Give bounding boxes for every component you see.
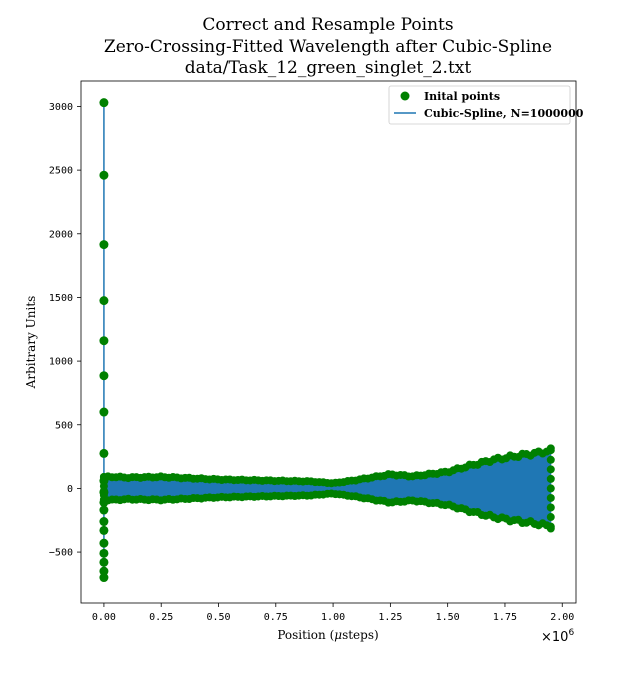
x-tick-label: 2.00 [550,612,574,623]
data-point [546,446,555,455]
legend-marker-initial-points [400,91,410,101]
x-tick-label: 1.00 [321,612,345,623]
legend-label-cubic-spline: Cubic-Spline, N=1000000 [424,107,584,120]
data-point [99,566,109,576]
x-tick-label: 0.50 [206,612,230,623]
x-tick-label: 0.00 [92,612,116,623]
x-tick-label: 1.75 [493,612,517,623]
y-tick-label: 2500 [49,166,73,177]
data-point [99,170,109,180]
data-point [546,474,555,483]
y-tick-label: 3000 [49,102,73,113]
data-point [99,487,109,497]
title-line-2: Zero-Crossing-Fitted Wavelength after Cu… [104,37,552,57]
data-point [99,538,109,548]
y-axis-label: Arbitrary Units [24,296,38,390]
data-point [99,240,109,250]
x-tick-label: 0.25 [149,612,173,623]
data-point [546,455,555,464]
plot-frame [80,80,577,604]
x-tick-label: 1.50 [436,612,460,623]
legend-label-initial-points: Inital points [424,90,500,103]
x-axis-offset-exp: 6 [568,628,574,638]
data-point [99,476,109,486]
y-tick-label: 2000 [49,229,73,240]
y-axis: −500 0 500 1000 1500 2000 2500 3000 [49,102,81,559]
chart-title: Correct and Resample Points Zero-Crossin… [104,15,552,78]
x-axis-label: Position (μsteps) [277,628,378,642]
data-point [546,522,555,531]
data-point [99,517,109,527]
y-tick-label: 1000 [49,357,73,368]
x-axis-offset-base: ×10 [541,630,568,645]
data-point [546,493,555,502]
y-tick-label: −500 [49,548,73,559]
data-point [99,525,109,535]
x-tick-label: 0.75 [264,612,288,623]
data-point [99,371,109,381]
title-line-1: Correct and Resample Points [202,15,453,35]
x-axis-offset: ×106 [541,628,574,645]
y-tick-label: 0 [67,484,73,495]
data-point [99,296,109,306]
data-point [99,448,109,458]
legend: Inital points Cubic-Spline, N=1000000 [388,85,584,125]
legend-box [388,85,571,125]
x-tick-label: 1.25 [378,612,402,623]
data-point [546,465,555,474]
x-axis-label-mu: μ [334,628,342,642]
data-point [99,557,109,567]
data-point [546,503,555,512]
y-tick-label: 1500 [49,293,73,304]
data-point [99,98,109,108]
x-axis-label-suffix: steps) [342,628,379,642]
data-point [99,336,109,346]
data-point [99,505,109,515]
x-axis: 0.00 0.25 0.50 0.75 1.00 1.25 1.50 1.75 2.00 [92,603,574,623]
data-point [99,573,109,583]
title-line-3: data/Task_12_green_singlet_2.txt [185,58,472,78]
data-point [99,497,109,507]
y-tick-label: 500 [55,420,73,431]
data-point [99,407,109,417]
data-point [546,484,555,493]
plot-area [99,98,555,583]
data-point [546,513,555,522]
data-point [99,548,109,558]
x-axis-label-prefix: Position ( [277,628,334,642]
